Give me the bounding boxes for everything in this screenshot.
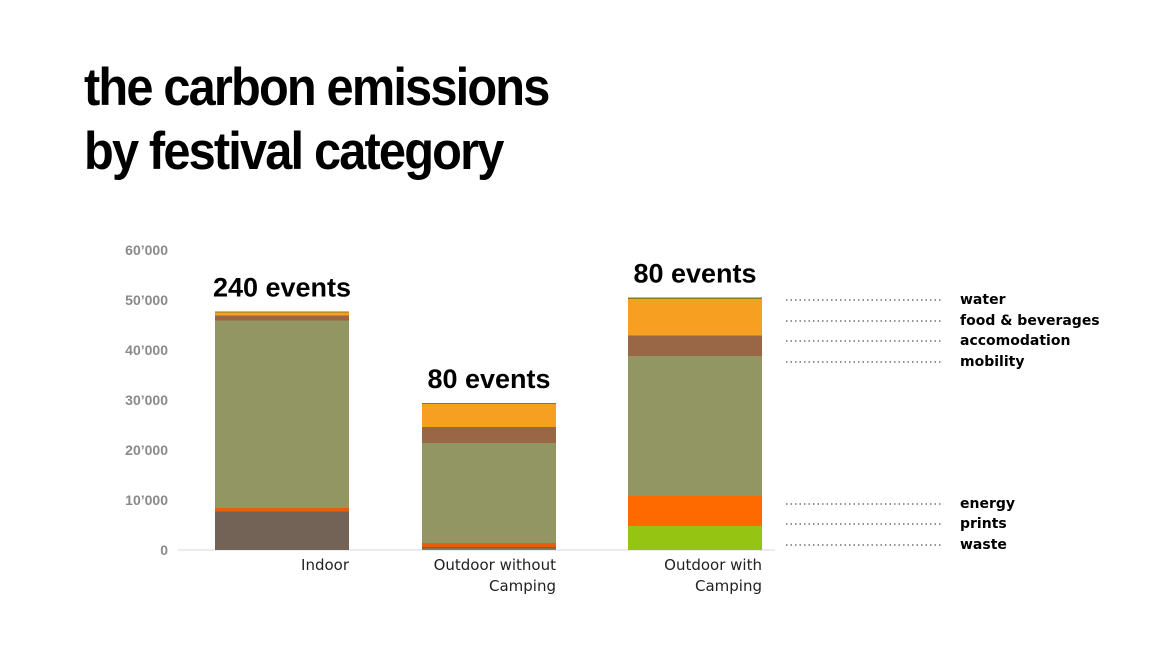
bar-segment-energy (628, 496, 762, 526)
bar-segment-prints (215, 511, 349, 550)
bar-segment-accomodation (628, 335, 762, 356)
y-tick-label: 40’000 (125, 342, 168, 358)
category-label: Camping (489, 577, 556, 595)
bar-segment-food-beverages (422, 404, 556, 427)
bar-segment-mobility (215, 320, 349, 508)
y-tick-label: 50’000 (125, 292, 168, 308)
category-label: Outdoor with (664, 556, 762, 574)
y-tick-label: 60’000 (125, 242, 168, 258)
bar-segment-energy (215, 508, 349, 512)
legend-item-energy: energy (960, 496, 1015, 512)
event-count-label: 80 events (427, 364, 550, 394)
legend-item-accomodation: accomodation (960, 333, 1070, 349)
title-line-1: the carbon emissions (84, 58, 550, 117)
bar-segment-mobility (628, 356, 762, 496)
y-tick-label: 30’000 (125, 392, 168, 408)
title-line-2: by festival category (84, 122, 504, 181)
bar-segment-prints (422, 547, 556, 549)
page-title: the carbon emissions by festival categor… (84, 56, 550, 184)
bar-segment-energy (422, 543, 556, 547)
bar-segment-water (628, 297, 762, 299)
bar-segment-food-beverages (628, 299, 762, 336)
bar-segment-water (422, 403, 556, 404)
y-tick-label: 0 (160, 542, 168, 558)
legend-item-mobility: mobility (960, 354, 1024, 370)
legend-item-waste: waste (960, 537, 1007, 553)
bar-segment-waste (422, 548, 556, 550)
legend-item-food-beverages: food & beverages (960, 313, 1100, 329)
category-label: Indoor (301, 556, 350, 574)
event-count-label: 80 events (633, 259, 756, 289)
category-label: Outdoor without (434, 556, 557, 574)
bar-segment-accomodation (422, 427, 556, 443)
bar-segment-mobility (422, 443, 556, 543)
bar-segment-accomodation (215, 315, 349, 321)
y-tick-label: 20’000 (125, 442, 168, 458)
category-label: Camping (695, 577, 762, 595)
bar-segment-waste (628, 526, 762, 550)
y-tick-label: 10’000 (125, 492, 168, 508)
bar-segment-food-beverages (215, 312, 349, 316)
legend-item-water: water (960, 292, 1006, 308)
bar-segment-water (215, 311, 349, 313)
event-count-label: 240 events (213, 273, 351, 303)
legend-item-prints: prints (960, 516, 1007, 532)
